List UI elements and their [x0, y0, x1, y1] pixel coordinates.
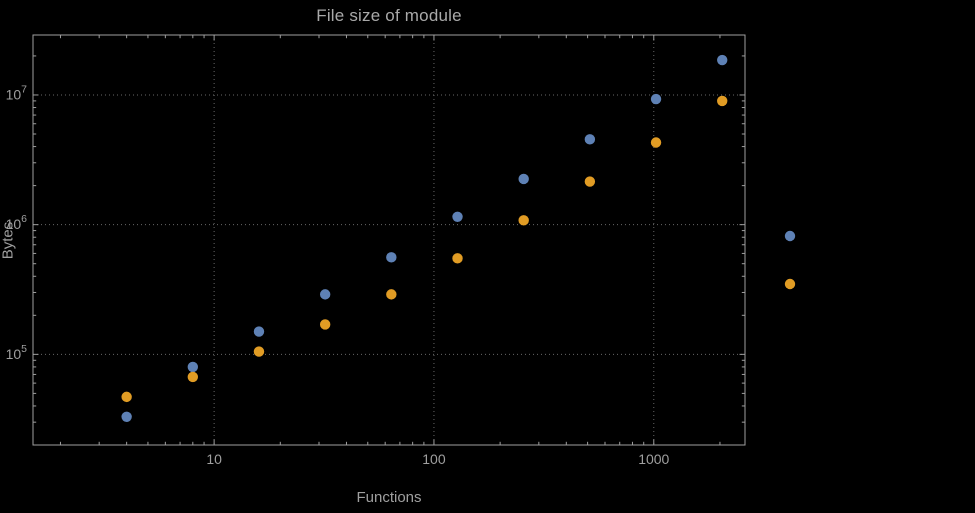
data-point-series-1-blue — [717, 54, 728, 66]
data-point-series-2-orange — [121, 391, 132, 403]
data-point-series-2-orange — [584, 176, 596, 187]
data-point-series-1-blue — [121, 411, 132, 422]
data-point-series-2-orange — [650, 137, 662, 148]
data-point-series-1-blue — [319, 289, 331, 300]
data-point-series-2-orange — [319, 319, 331, 330]
data-point-series-2-orange — [452, 253, 463, 264]
data-point-series-1-blue — [452, 211, 463, 222]
data-point-series-1-blue — [650, 93, 662, 105]
y-tick-label: 107 — [6, 83, 28, 102]
x-tick-label: 1000 — [638, 451, 669, 467]
data-point-series-1-blue — [253, 326, 265, 337]
data-point-series-2-orange — [386, 289, 397, 300]
plot-frame — [32, 34, 746, 446]
x-axis-label: Functions — [356, 489, 422, 506]
data-point-series-1-blue — [187, 361, 199, 373]
data-point-series-2-orange — [253, 346, 265, 357]
legend-marker-series-2 — [784, 278, 796, 290]
data-point-series-1-blue — [386, 252, 397, 263]
data-point-series-2-orange — [518, 215, 529, 226]
chart-title: File size of module — [316, 6, 462, 25]
x-tick-label: 10 — [206, 451, 222, 467]
y-tick-label: 105 — [6, 343, 28, 362]
data-point-series-2-orange — [187, 371, 199, 383]
data-point-series-2-orange — [717, 95, 728, 107]
x-tick-label: 100 — [422, 451, 446, 467]
legend-marker-series-1 — [784, 230, 796, 242]
y-tick-label: 106 — [6, 213, 28, 232]
data-point-series-1-blue — [584, 134, 596, 145]
data-point-series-1-blue — [518, 173, 529, 185]
